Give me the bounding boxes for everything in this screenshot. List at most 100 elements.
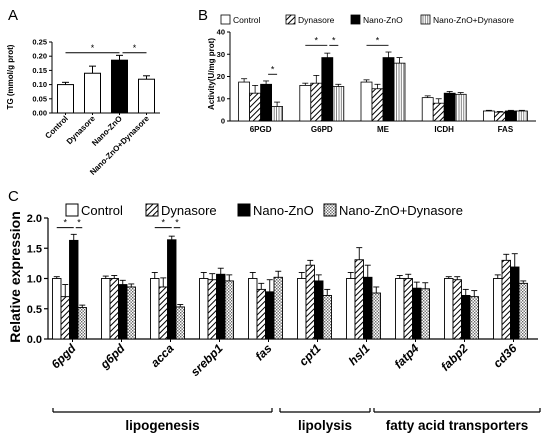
panel-b-ytick-label: 40 <box>217 28 225 37</box>
panel-b-category-label: FAS <box>498 125 514 134</box>
panel-c-bar <box>167 239 177 340</box>
panel-a-bar <box>111 59 128 114</box>
panel-b-significance-star: * <box>332 35 336 45</box>
panel-b-bar <box>310 82 323 122</box>
panel-c-bar <box>452 279 462 340</box>
panel-b-legend-label: Control <box>233 15 261 25</box>
panel-c-ytick-label: 1.5 <box>27 243 42 255</box>
panel-c-significance-star: * <box>77 218 81 228</box>
panel-c-ytick-label: 2.0 <box>27 213 42 225</box>
panel-b-bar <box>299 85 312 122</box>
panel-c-bar <box>248 278 258 340</box>
panel-a-significance-star: * <box>133 43 137 53</box>
panel-c-category-label: cpt1 <box>296 341 324 369</box>
panel-c-legend-swatch <box>65 203 79 217</box>
panel-b-bar <box>271 106 284 122</box>
panel-c-letter: C <box>8 188 19 205</box>
panel-b-bar <box>432 102 445 122</box>
panel-c-chart: Relative expression 0.0 0.5 1.0 1.5 2.0 6pgd g… <box>7 203 541 433</box>
panel-c-significance-star: * <box>161 218 165 228</box>
panel-c-bar <box>199 278 209 340</box>
panel-b-chart: Activity(U/mg prot) 0 10 20 30 40 6PGD G6PD ME I… <box>207 14 536 134</box>
panel-b-legend-label: Nano-ZnO+Dynasore <box>433 15 514 25</box>
panel-c-legend-label: Nano-ZnO <box>253 203 314 218</box>
panel-b-bar <box>249 92 262 122</box>
panel-b-category-label: 6PGD <box>250 125 272 134</box>
panel-b-bar <box>382 57 395 122</box>
panel-b-bar <box>482 110 495 122</box>
panel-b-ytick-label: 0 <box>221 117 225 126</box>
panel-c-legend-swatch <box>145 203 159 217</box>
panel-c-bar <box>216 273 226 340</box>
panel-a-ytick-label: 0.10 <box>32 80 47 89</box>
panel-c-category-label: cd36 <box>490 341 519 370</box>
panel-c-bar <box>126 286 136 340</box>
panel-b-significance-star: * <box>271 64 275 74</box>
panel-c-bar <box>150 278 160 340</box>
panel-a-significance-star: * <box>91 43 95 53</box>
panel-c-legend-swatch <box>323 203 337 217</box>
panel-c-bar <box>60 296 70 340</box>
panel-b-legend-label: Dynasore <box>298 15 335 25</box>
panel-c-significance-star: * <box>175 218 179 228</box>
panel-c-category-label: 6pgd <box>48 341 79 372</box>
panel-b-ytick-label: 10 <box>217 94 225 103</box>
panel-b-bar <box>238 81 251 122</box>
panel-c-bar <box>256 288 266 340</box>
panel-a-category-label: Control <box>43 114 69 140</box>
panel-c-bar <box>493 278 503 340</box>
panel-c-bar <box>101 278 111 340</box>
panel-c-category-label: hsl1 <box>346 341 373 368</box>
panel-c-category-label: fabp2 <box>438 341 471 374</box>
panel-b-legend-swatch <box>350 14 361 25</box>
panel-c-bar <box>297 278 307 340</box>
panel-b-ylabel: Activity(U/mg prot) <box>207 38 216 110</box>
panel-b-bar <box>516 110 528 122</box>
panel-a-ytick-label: 0.00 <box>32 109 47 118</box>
panel-a-chart: TG (mmol/g prot) 0.00 0.05 0.10 0.15 0.20 0.2… <box>6 38 160 177</box>
panel-b-legend-swatch <box>285 14 296 25</box>
panel-c-bar <box>175 306 185 340</box>
panel-c-bar <box>354 259 364 340</box>
panel-a-bar <box>57 84 74 114</box>
panel-a-letter: A <box>8 7 18 24</box>
panel-b-significance-star: * <box>376 35 380 45</box>
panel-c-bar <box>207 279 217 340</box>
panel-b-legend-label: Nano-ZnO <box>363 15 403 25</box>
panel-c-bar <box>346 278 356 340</box>
panel-b-ytick-label: 30 <box>217 50 225 59</box>
panel-c-bar <box>412 287 422 340</box>
panel-a-ytick-label: 0.25 <box>32 38 47 47</box>
panel-b-bar <box>454 93 467 122</box>
panel-c-bar <box>403 278 413 340</box>
panel-c-bar <box>118 284 128 340</box>
panel-b-bar <box>421 97 434 122</box>
panel-b-bar <box>493 111 506 122</box>
panel-c-bar <box>109 278 119 340</box>
panel-c-category-label: fatp4 <box>391 341 421 371</box>
panel-b-legend-swatch <box>420 14 431 25</box>
panel-b-bar <box>332 86 345 122</box>
panel-c-bar <box>371 292 381 340</box>
panel-c-bar <box>469 296 479 340</box>
panel-b-legend-swatch <box>220 14 231 25</box>
panel-c-category-label: srebp1 <box>188 341 226 379</box>
panel-c-category-label: acca <box>148 341 177 370</box>
panel-c-bar <box>510 266 520 340</box>
panel-b-ytick-label: 20 <box>217 72 225 81</box>
panel-c-legend-label: Control <box>81 203 123 218</box>
panel-c-bar <box>314 280 324 340</box>
panel-c-bar <box>501 259 511 340</box>
panel-c-bar <box>273 276 283 340</box>
panel-c-bar <box>77 307 87 340</box>
panel-a-bar <box>138 78 155 114</box>
panel-a-ylabel: TG (mmol/g prot) <box>6 44 15 109</box>
panel-c-legend-label: Nano-ZnO+Dynasore <box>339 203 463 218</box>
panel-c-bar <box>265 291 275 340</box>
panel-c-bar <box>158 286 168 340</box>
panel-c-bar <box>52 278 62 340</box>
panel-b-category-label: ICDH <box>434 125 454 134</box>
panel-b-bar <box>371 88 384 122</box>
panel-c-ytick-label: 1.0 <box>27 274 42 286</box>
panel-a-ytick-label: 0.05 <box>32 94 47 103</box>
